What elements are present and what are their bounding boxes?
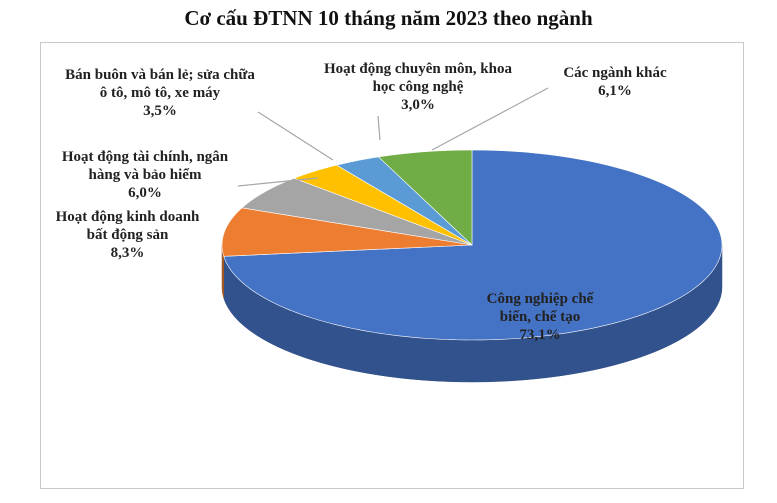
leader-line	[431, 87, 549, 151]
pie-slice	[377, 149, 473, 246]
pie-slice	[221, 207, 473, 257]
category-label: Bán buôn và bán lẻ; sửa chữa ô tô, mô tô…	[65, 67, 255, 101]
category-label: Hoạt động tài chính, ngân hàng và bảo hi…	[61, 149, 229, 183]
pie-slice	[223, 149, 723, 341]
category-label: Công nghiệp chế biến, chế tạo	[486, 291, 594, 325]
category-label: Hoạt động chuyên môn, khoa học công nghệ	[324, 61, 512, 95]
leader-line	[257, 111, 334, 161]
data-label: Bán buôn và bán lẻ; sửa chữa ô tô, mô tô…	[60, 66, 260, 120]
pie-slice	[335, 156, 473, 246]
chart-frame	[40, 42, 744, 489]
leader-line	[377, 115, 381, 141]
value-label: 6,1%	[598, 83, 632, 99]
data-label: Các ngành khác 6,1%	[555, 64, 675, 100]
category-label: Các ngành khác	[563, 65, 667, 81]
value-label: 3,0%	[401, 97, 435, 113]
value-label: 6,0%	[128, 185, 162, 201]
value-label: 8,3%	[110, 245, 145, 261]
data-label: Hoạt động kinh doanh bất động sản 8,3%	[45, 208, 210, 262]
category-label: Hoạt động kinh doanh bất động sản	[55, 209, 200, 243]
leader-line	[237, 177, 319, 187]
pie-slice	[293, 164, 473, 246]
chart-title: Cơ cấu ĐTNN 10 tháng năm 2023 theo ngành	[184, 6, 593, 30]
value-label: 73,1%	[519, 327, 561, 343]
data-label: Hoạt động tài chính, ngân hàng và bảo hi…	[45, 148, 245, 202]
value-label: 3,5%	[143, 103, 177, 119]
data-label: Hoạt động chuyên môn, khoa học công nghệ…	[318, 60, 518, 114]
data-label: Công nghiệp chế biến, chế tạo 73,1%	[470, 290, 610, 344]
